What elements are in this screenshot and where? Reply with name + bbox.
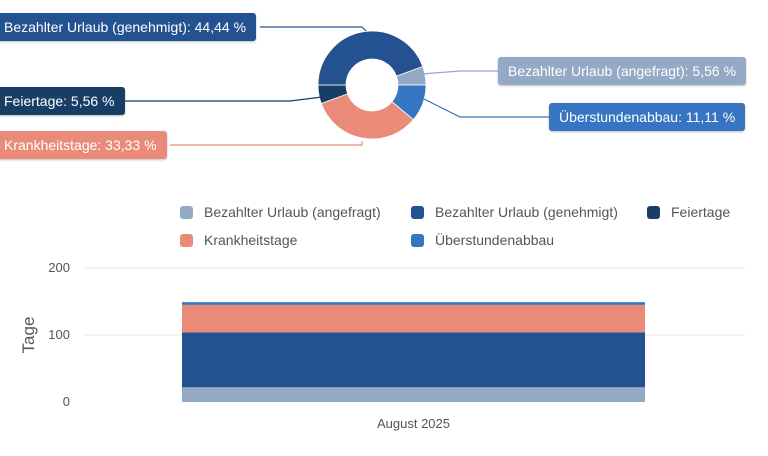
- legend-label: Bezahlter Urlaub (genehmigt): [435, 204, 618, 220]
- callout-krankheitstage[interactable]: Krankheitstage: 33,33 %: [0, 131, 167, 159]
- bar-segment-ueberstundenabbau[interactable]: [182, 302, 645, 305]
- donut-slice-krankheitstage[interactable]: [320, 93, 414, 140]
- legend-swatch: [180, 233, 193, 247]
- legend-swatch: [647, 205, 660, 219]
- y-tick-label: 200: [48, 260, 70, 275]
- legend-label: Überstundenabbau: [435, 232, 555, 248]
- callout-feiertage[interactable]: Feiertage: 5,56 %: [0, 87, 125, 115]
- legend-label: Bezahlter Urlaub (angefragt): [204, 204, 381, 220]
- chart-legend: Bezahlter Urlaub (angefragt) Bezahlter U…: [180, 201, 768, 257]
- legend-item-urlaub-genehmigt[interactable]: Bezahlter Urlaub (genehmigt): [411, 201, 618, 223]
- y-tick-label: 100: [48, 327, 70, 342]
- callout-urlaub-genehmigt[interactable]: Bezahlter Urlaub (genehmigt): 44,44 %: [0, 13, 257, 41]
- leader-line: [421, 70, 498, 75]
- legend-label: Feiertage: [671, 204, 731, 220]
- leader-line: [125, 96, 323, 102]
- y-tick-label: 0: [63, 394, 70, 409]
- legend-label: Krankheitstage: [204, 232, 298, 248]
- leader-line: [423, 98, 549, 118]
- donut-slice-urlaub_genehmigt[interactable]: [317, 30, 424, 86]
- legend-item-ueberstundenabbau[interactable]: Überstundenabbau: [411, 229, 554, 251]
- callout-ueberstundenabbau[interactable]: Überstundenabbau: 11,11 %: [549, 103, 746, 131]
- legend-swatch: [411, 233, 424, 247]
- legend-item-krankheitstage[interactable]: Krankheitstage: [180, 229, 297, 251]
- legend-item-urlaub-angefragt[interactable]: Bezahlter Urlaub (angefragt): [180, 201, 381, 223]
- bar-segment-urlaub_angefragt[interactable]: [182, 387, 645, 402]
- stacked-bar-chart: 0 100 200 Tage August 2025: [19, 260, 745, 431]
- legend-swatch: [411, 205, 424, 219]
- y-axis-title: Tage: [19, 317, 38, 354]
- bar-segment-urlaub_genehmigt[interactable]: [182, 332, 645, 388]
- donut-chart: [125, 26, 549, 146]
- leader-line: [260, 26, 367, 32]
- legend-item-feiertage[interactable]: Feiertage: [647, 201, 730, 223]
- leader-line: [170, 141, 363, 146]
- legend-swatch: [180, 205, 193, 219]
- bar-segment-krankheitstage[interactable]: [182, 304, 645, 333]
- callout-urlaub-angefragt[interactable]: Bezahlter Urlaub (angefragt): 5,56 %: [498, 57, 747, 85]
- x-tick-label: August 2025: [377, 416, 450, 431]
